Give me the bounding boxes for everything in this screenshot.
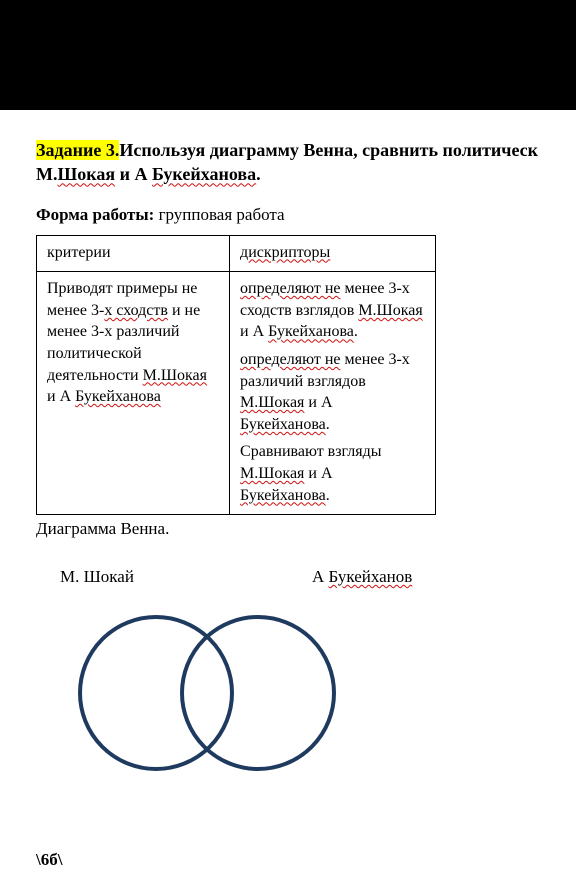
spell-error: М.Шокая bbox=[240, 465, 304, 482]
descriptor-item: определяют не менее 3-х сходств взглядов… bbox=[240, 278, 425, 343]
venn-caption: Диаграмма Венна. bbox=[36, 519, 576, 539]
task-number-highlight: Задание 3. bbox=[36, 140, 119, 160]
work-form-line: Форма работы: групповая работа bbox=[36, 205, 576, 225]
spell-error: Букейханова bbox=[75, 388, 161, 405]
venn-right-label: А Букейханов bbox=[312, 567, 412, 587]
venn-left-label: М. Шокай bbox=[60, 567, 134, 587]
venn-diagram: М. Шокай А Букейханов bbox=[36, 567, 576, 847]
header-descriptors: дискрипторы bbox=[230, 235, 436, 272]
descriptors-cell: определяют не менее 3-х сходств взглядов… bbox=[230, 272, 436, 515]
work-form-label: Форма работы: bbox=[36, 205, 154, 224]
task-text-part1: Используя диаграмму Венна, сравнить поли… bbox=[119, 140, 538, 160]
spell-error: М.Шокая bbox=[358, 302, 422, 319]
venn-svg bbox=[66, 603, 356, 783]
spell-error: Букейханова bbox=[268, 323, 354, 340]
spell-error: Букейханов bbox=[329, 567, 413, 586]
task-heading-line2: М.Шокая и А Букейханова. bbox=[36, 162, 576, 186]
spell-error: Шокая bbox=[58, 164, 116, 184]
spell-error: М.Шокая bbox=[240, 394, 304, 411]
work-form-value: групповая работа bbox=[154, 205, 284, 224]
header-criteria: критерии bbox=[37, 235, 230, 272]
document-page: Задание 3.Используя диаграмму Венна, сра… bbox=[0, 110, 576, 894]
footer-score: \6б\ bbox=[36, 850, 62, 870]
table-row: Приводят примеры не менее 3-х сходств и … bbox=[37, 272, 436, 515]
descriptor-item: Сравнивают взгляды М.Шокая и А Букейхано… bbox=[240, 441, 425, 506]
spell-error: Букейханова bbox=[152, 164, 256, 184]
descriptor-item: определяют не менее 3-х различий взглядо… bbox=[240, 349, 425, 435]
spell-error: Букейханова bbox=[240, 416, 326, 433]
criteria-cell: Приводят примеры не менее 3-х сходств и … bbox=[37, 272, 230, 515]
task-heading: Задание 3.Используя диаграмму Венна, сра… bbox=[36, 138, 576, 162]
spell-error: Букейханова bbox=[240, 487, 326, 504]
spell-error: определяют не bbox=[240, 351, 340, 368]
criteria-table: критерии дискрипторы Приводят примеры не… bbox=[36, 235, 436, 516]
spell-error: определяют не bbox=[240, 280, 340, 297]
spell-error: х сходств bbox=[104, 302, 168, 319]
spell-error: М.Шокая bbox=[143, 367, 207, 384]
table-header-row: критерии дискрипторы bbox=[37, 235, 436, 272]
